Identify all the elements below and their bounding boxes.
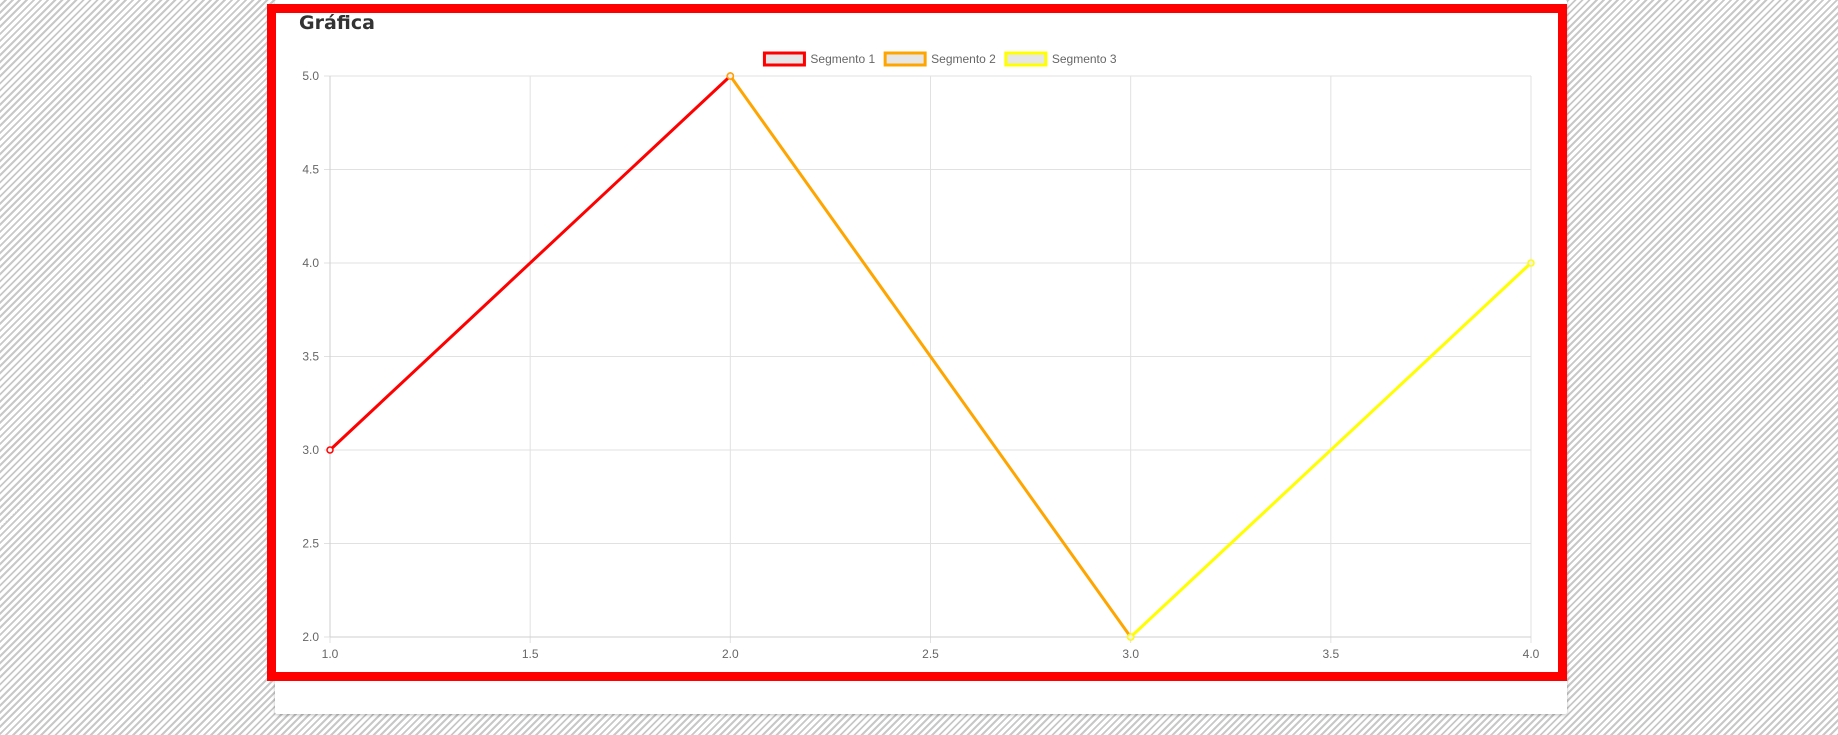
- y-tick-label: 2.0: [302, 630, 319, 644]
- legend-swatch: [883, 51, 927, 67]
- y-tick-label: 4.5: [302, 163, 319, 177]
- data-point: [726, 72, 735, 80]
- legend-label: Segmento 3: [1052, 52, 1117, 66]
- panel-title: Gráfica: [299, 12, 375, 34]
- chart-series: [326, 72, 1535, 641]
- y-tick-label: 3.5: [302, 350, 319, 364]
- legend-swatch: [1004, 51, 1048, 67]
- highlight-frame: [267, 4, 1567, 681]
- x-tick-label: 1.0: [322, 647, 339, 661]
- x-tick-label: 2.5: [922, 647, 939, 661]
- y-tick-label: 3.0: [302, 443, 319, 457]
- legend-item-1[interactable]: Segmento 1: [762, 51, 875, 67]
- data-point: [1527, 259, 1535, 267]
- y-tick-label: 4.0: [302, 256, 319, 270]
- legend-label: Segmento 2: [931, 52, 996, 66]
- series-line-2: [729, 75, 1132, 638]
- y-tick-label: 2.5: [302, 537, 319, 551]
- series-line-1: [328, 74, 732, 452]
- series-line-3: [1129, 261, 1533, 639]
- x-tick-label: 3.0: [1122, 647, 1139, 661]
- chart-legend[interactable]: Segmento 1 Segmento 2 Segmento 3: [762, 51, 1117, 67]
- legend-label: Segmento 1: [810, 52, 875, 66]
- x-tick-label: 3.5: [1322, 647, 1339, 661]
- x-tick-label: 2.0: [722, 647, 739, 661]
- x-tick-label: 1.5: [522, 647, 539, 661]
- legend-swatch: [762, 51, 806, 67]
- legend-item-3[interactable]: Segmento 3: [1004, 51, 1117, 67]
- chart-axes: [329, 76, 1531, 638]
- data-point: [326, 446, 334, 454]
- chart-tick-labels: 1.0 1.5 2.0 2.5 3.0 3.5 4.0 2.0 2.5 3.0 3.5 4.0 4.5 5…: [302, 69, 1539, 661]
- y-tick-label: 5.0: [302, 69, 319, 83]
- data-point: [1126, 633, 1135, 641]
- x-tick-label: 4.0: [1523, 647, 1540, 661]
- legend-item-2[interactable]: Segmento 2: [883, 51, 996, 67]
- chart-grid: [324, 75, 1532, 643]
